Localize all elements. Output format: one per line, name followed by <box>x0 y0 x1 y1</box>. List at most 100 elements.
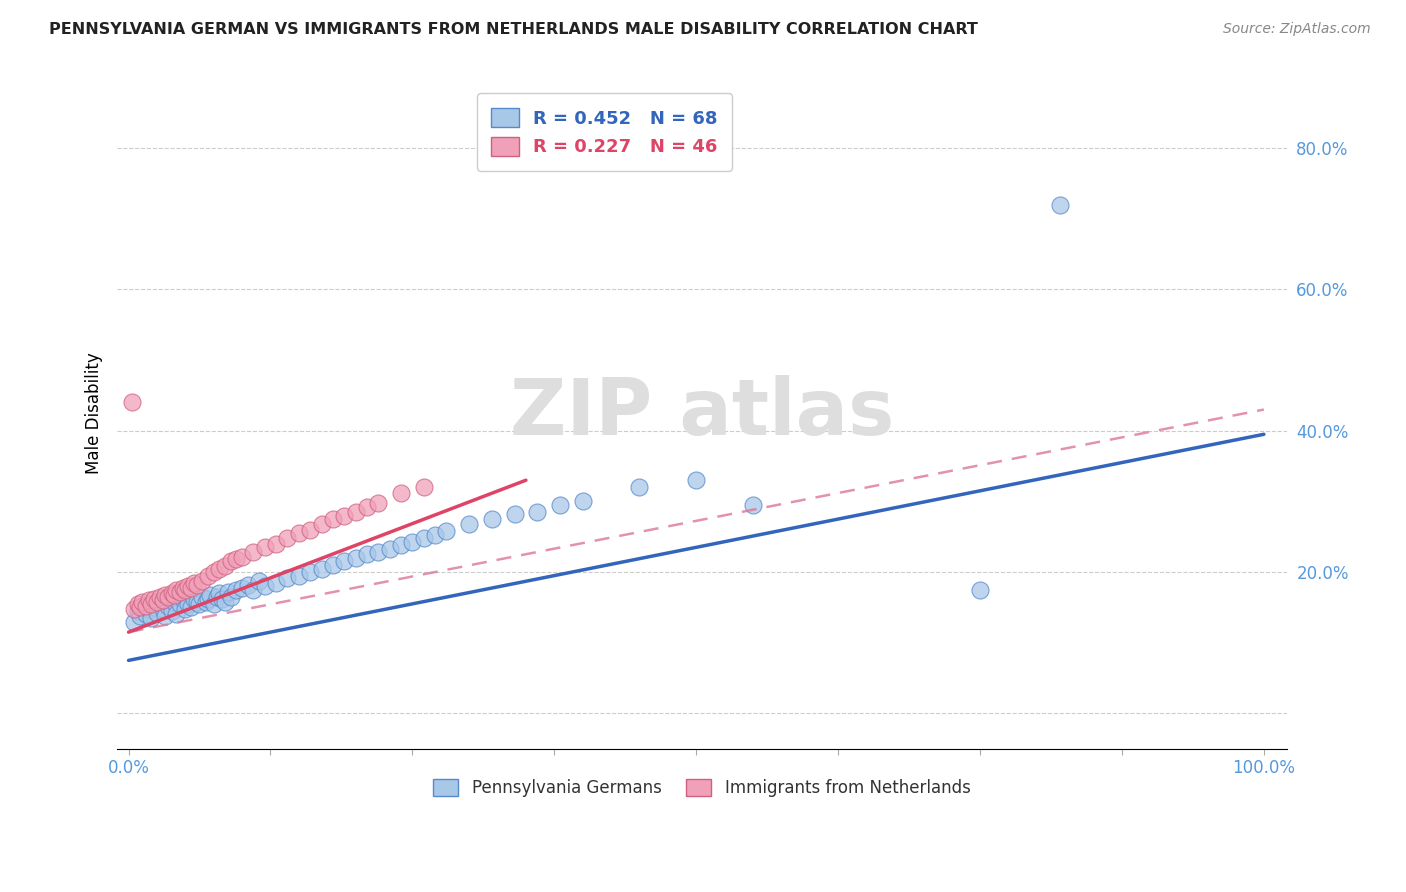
Point <box>356 500 378 514</box>
Point <box>264 575 287 590</box>
Point <box>436 524 458 538</box>
Point <box>183 591 205 606</box>
Point <box>160 586 183 600</box>
Point <box>217 585 239 599</box>
Point <box>367 545 389 559</box>
Point <box>165 582 187 597</box>
Point <box>202 597 225 611</box>
Point <box>333 508 356 523</box>
Point <box>205 590 228 604</box>
Point <box>128 600 150 615</box>
Point <box>389 486 412 500</box>
Point <box>288 526 311 541</box>
Point <box>225 552 247 566</box>
Point <box>142 600 165 615</box>
Point <box>146 595 169 609</box>
Point <box>121 395 143 409</box>
Point <box>208 561 231 575</box>
Point <box>135 607 157 622</box>
Point <box>208 586 231 600</box>
Text: ZIP atlas: ZIP atlas <box>510 375 894 451</box>
Point <box>131 595 153 609</box>
Point <box>299 523 322 537</box>
Point <box>214 559 236 574</box>
Point <box>214 595 236 609</box>
Point <box>183 575 205 590</box>
Point <box>333 554 356 568</box>
Point <box>169 597 191 611</box>
Point <box>172 581 194 595</box>
Point <box>481 512 503 526</box>
Point <box>127 604 149 618</box>
Point <box>276 531 298 545</box>
Point <box>231 549 253 564</box>
Point <box>242 545 264 559</box>
Point <box>172 591 194 606</box>
Point <box>160 604 183 618</box>
Point <box>247 574 270 588</box>
Point <box>157 599 180 613</box>
Point <box>401 535 423 549</box>
Point <box>122 615 145 629</box>
Point <box>152 593 174 607</box>
Point <box>149 597 172 611</box>
Point <box>149 590 172 604</box>
Point <box>174 602 197 616</box>
Point <box>311 516 333 531</box>
Point <box>211 591 233 606</box>
Point <box>169 585 191 599</box>
Point <box>131 599 153 613</box>
Point <box>356 548 378 562</box>
Point <box>174 582 197 597</box>
Point <box>253 579 276 593</box>
Point <box>176 579 198 593</box>
Point <box>157 590 180 604</box>
Point <box>180 581 202 595</box>
Point <box>548 498 571 512</box>
Point <box>503 507 526 521</box>
Point <box>153 608 176 623</box>
Point <box>423 528 446 542</box>
Point <box>276 571 298 585</box>
Point <box>236 578 259 592</box>
Point <box>367 496 389 510</box>
Point <box>322 558 344 572</box>
Point <box>219 590 242 604</box>
Point <box>194 595 217 609</box>
Point <box>389 538 412 552</box>
Point <box>163 595 186 609</box>
Point <box>122 602 145 616</box>
Point <box>288 568 311 582</box>
Point <box>135 599 157 613</box>
Point <box>458 516 481 531</box>
Point <box>412 531 434 545</box>
Point <box>225 582 247 597</box>
Text: PENNSYLVANIA GERMAN VS IMMIGRANTS FROM NETHERLANDS MALE DISABILITY CORRELATION C: PENNSYLVANIA GERMAN VS IMMIGRANTS FROM N… <box>49 22 979 37</box>
Point <box>197 568 219 582</box>
Point <box>571 494 593 508</box>
Point <box>176 597 198 611</box>
Point <box>163 588 186 602</box>
Point <box>138 593 160 607</box>
Point <box>128 608 150 623</box>
Text: Source: ZipAtlas.com: Source: ZipAtlas.com <box>1223 22 1371 37</box>
Point <box>200 588 222 602</box>
Point <box>141 597 163 611</box>
Point <box>231 581 253 595</box>
Point <box>186 595 208 609</box>
Point <box>219 554 242 568</box>
Point <box>187 597 209 611</box>
Point <box>378 542 401 557</box>
Point <box>685 473 707 487</box>
Point <box>127 597 149 611</box>
Point <box>742 498 765 512</box>
Point <box>153 588 176 602</box>
Point <box>165 607 187 622</box>
Legend: Pennsylvania Germans, Immigrants from Netherlands: Pennsylvania Germans, Immigrants from Ne… <box>426 772 977 805</box>
Y-axis label: Male Disability: Male Disability <box>86 352 103 474</box>
Point <box>152 602 174 616</box>
Point <box>146 606 169 620</box>
Point <box>242 582 264 597</box>
Point <box>322 512 344 526</box>
Point <box>191 590 214 604</box>
